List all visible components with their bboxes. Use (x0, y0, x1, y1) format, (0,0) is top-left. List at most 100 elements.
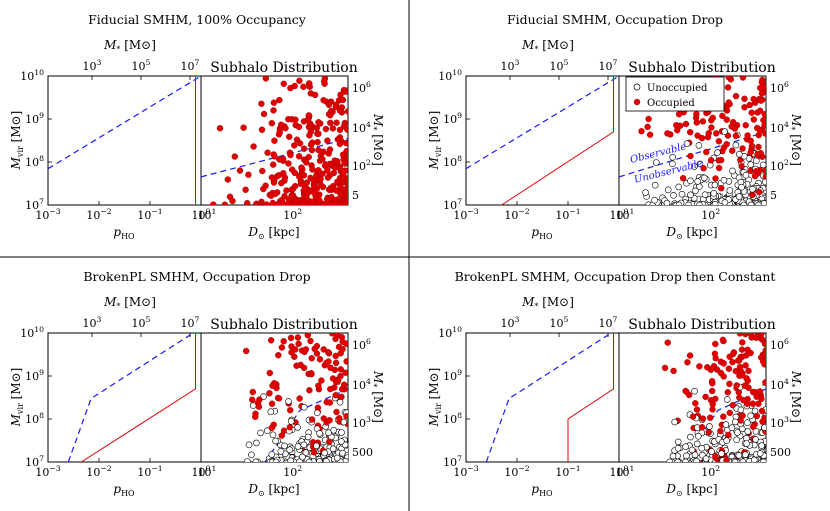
unoccupied-point (702, 455, 710, 462)
unoccupied-point (723, 437, 731, 444)
unoccupied-point (735, 193, 743, 200)
occupied-point (300, 145, 308, 152)
unoccupied-point (691, 163, 698, 170)
occupied-point (299, 165, 306, 173)
legend: Unoccupied Occupied (625, 76, 725, 112)
unoccupied-point (691, 387, 698, 395)
occupied-point (725, 76, 732, 81)
occupied-point (732, 367, 739, 375)
occupied-point (758, 407, 766, 415)
unoccupied-point (252, 458, 260, 462)
occupied-point (327, 364, 334, 372)
occupied-point (295, 340, 302, 348)
unoccupied-point (723, 396, 731, 403)
top-tick-label: 105 (132, 315, 151, 330)
right-y-tick-label: 103 (352, 415, 371, 430)
top-tick-label: 105 (132, 58, 151, 73)
top-tick-label: 107 (181, 58, 200, 73)
unoccupied-point (666, 458, 674, 462)
left-y-axis-label: Mvir [M⊙] (427, 368, 443, 428)
occupied-point (661, 364, 669, 372)
top-axis-label: M* [M⊙] (521, 295, 574, 311)
occupied-point (287, 334, 295, 342)
occupied-point (757, 97, 765, 104)
occupied-point (758, 78, 765, 86)
right-x-tick-label: 101 (198, 207, 217, 222)
unoccupied-point (683, 140, 691, 147)
occupied-point (709, 387, 716, 395)
left-x-axis-label: pHO (113, 225, 135, 241)
occupied-point (762, 173, 766, 180)
occupied-point (731, 125, 739, 132)
right-y-tick-label: 104 (770, 120, 789, 135)
occupied-point (244, 199, 251, 205)
unoccupied-point (316, 458, 323, 462)
legend-occupied-label: Occupied (647, 98, 695, 109)
unoccupied-point (300, 403, 308, 411)
unoccupied-point (693, 440, 701, 448)
occupied-point (308, 369, 315, 377)
right-x-tick-label: 101 (198, 464, 217, 479)
left-x-tick-label: 10−1 (555, 207, 580, 222)
unoccupied-point (747, 412, 755, 420)
unoccupied-point (751, 456, 758, 462)
unoccupied-point (304, 433, 312, 441)
occupied-point (755, 143, 762, 151)
occupied-point (761, 111, 766, 118)
occupied-point (263, 201, 270, 205)
unoccupied-point (682, 443, 689, 450)
left-y-tick-label: 1010 (438, 325, 462, 340)
occupied-point (277, 121, 285, 129)
occupied-point (321, 362, 328, 369)
unoccupied-point (674, 445, 682, 452)
occupied-point (698, 134, 706, 142)
occupied-point (749, 191, 756, 199)
occupied-point (287, 151, 294, 159)
occupied-point (705, 428, 712, 436)
occupied-point (707, 414, 714, 421)
occupied-point (754, 109, 761, 116)
occupied-point (280, 80, 287, 88)
occupied-point (744, 377, 751, 385)
occupied-point (324, 137, 331, 144)
occupied-point (733, 382, 740, 389)
occupied-point (296, 395, 303, 402)
occupied-point (699, 118, 707, 125)
occupied-point (295, 153, 303, 160)
occupied-point (304, 116, 312, 124)
occupied-point (747, 137, 754, 145)
occupation-line (81, 333, 196, 463)
unoccupied-point (294, 443, 302, 450)
occupied-point (696, 363, 703, 370)
occupied-point (321, 78, 328, 85)
top-tick-label: 103 (83, 315, 102, 330)
occupied-point (315, 119, 322, 126)
occupied-point (288, 192, 295, 199)
unoccupied-point (313, 409, 321, 417)
top-tick-label: 107 (181, 315, 200, 330)
left-y-axis-label: Mvir [M⊙] (9, 368, 25, 428)
right-x-tick-label: 102 (701, 464, 720, 479)
occupied-point (725, 365, 733, 372)
occupied-point (336, 126, 344, 134)
occupied-point (739, 76, 747, 81)
unoccupied-point (277, 448, 285, 455)
occupied-point (314, 138, 321, 146)
occupied-point (719, 336, 727, 344)
unoccupied-point (651, 196, 658, 204)
unoccupied-point (737, 406, 745, 414)
occupied-point (339, 178, 346, 186)
occupied-point (308, 354, 315, 362)
occupied-point (705, 129, 712, 137)
unoccupied-point (758, 442, 766, 449)
right-x-axis-label: D⊙ [kpc] (247, 482, 299, 498)
occupied-point (344, 108, 348, 115)
right-subplot-title: Subhalo Distribution (628, 317, 776, 333)
unoccupied-point (300, 441, 308, 449)
unoccupied-point (313, 442, 320, 450)
occupied-point (296, 140, 304, 147)
occupied-point (258, 126, 266, 134)
unoccupied-point (694, 432, 702, 440)
occupied-point (747, 149, 754, 156)
